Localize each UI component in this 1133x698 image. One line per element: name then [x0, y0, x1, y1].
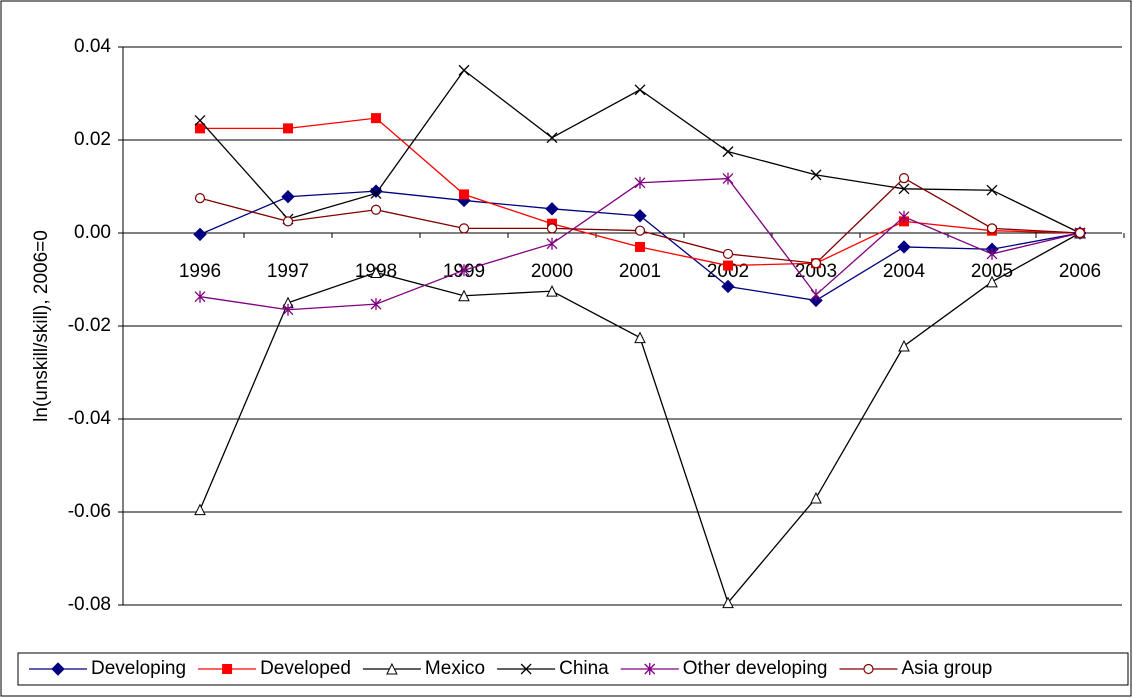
data-marker [282, 303, 294, 316]
data-marker [545, 202, 559, 216]
legend-marker [51, 662, 65, 676]
legend-marker [222, 664, 233, 674]
legend-label: Other developing [683, 658, 828, 679]
legend-label: Developed [260, 658, 351, 679]
y-tick-label: -0.04 [68, 408, 112, 429]
data-marker [634, 331, 646, 344]
data-marker [195, 123, 205, 134]
data-marker [898, 210, 910, 223]
x-tick-label: 2004 [883, 261, 926, 282]
data-marker [458, 223, 470, 234]
data-marker [634, 84, 646, 96]
y-tick-label: -0.02 [68, 315, 111, 336]
data-marker [281, 190, 295, 204]
x-tick-label: 2002 [707, 261, 749, 282]
data-marker [194, 115, 206, 126]
data-marker [633, 209, 647, 223]
data-marker [370, 204, 382, 215]
data-marker [635, 241, 645, 252]
data-marker [986, 275, 998, 288]
data-marker [194, 503, 206, 516]
legend-marker [386, 662, 398, 675]
data-marker [810, 491, 822, 504]
data-marker [1074, 227, 1086, 239]
legend-marker [863, 663, 874, 675]
data-marker [546, 132, 558, 144]
data-marker [810, 258, 822, 269]
data-marker [723, 260, 733, 271]
x-tick-label: 2005 [971, 261, 1013, 282]
data-marker [546, 223, 558, 234]
y-tick-label: -0.08 [68, 594, 111, 615]
data-marker [458, 64, 470, 76]
y-tick-label: 0.02 [74, 129, 111, 150]
y-tick-label: 0.00 [74, 222, 111, 243]
data-marker [282, 216, 294, 227]
data-marker [459, 189, 469, 200]
data-marker [370, 188, 382, 199]
data-marker [986, 223, 998, 234]
x-tick-label: 1996 [179, 261, 221, 282]
data-marker [194, 290, 206, 303]
x-tick-label: 1997 [267, 261, 309, 282]
data-marker [721, 279, 735, 294]
legend-label: Mexico [425, 658, 485, 679]
data-marker [722, 146, 734, 158]
data-marker [898, 339, 910, 352]
data-marker [371, 113, 381, 124]
data-marker [810, 169, 822, 181]
data-marker [283, 123, 293, 134]
data-marker [722, 172, 734, 185]
x-tick-label: 2006 [1059, 261, 1101, 282]
data-marker [370, 266, 382, 279]
data-marker [634, 176, 646, 189]
legend-marker [520, 663, 532, 675]
data-marker [546, 237, 558, 250]
data-marker [722, 248, 734, 260]
data-marker [897, 240, 911, 254]
x-tick-label: 2001 [619, 261, 661, 282]
data-marker [193, 227, 207, 242]
y-tick-label: -0.06 [68, 501, 111, 522]
data-marker [986, 184, 998, 196]
data-marker [634, 225, 646, 236]
data-marker [546, 285, 558, 297]
y-tick-label: 0.04 [74, 36, 111, 57]
y-axis-label: ln(unskill/skill), 2006=0 [31, 230, 52, 422]
data-marker [458, 264, 470, 277]
data-marker [194, 193, 206, 204]
legend-label: Asia group [901, 658, 992, 679]
legend-label: China [559, 658, 609, 679]
legend-marker [644, 663, 656, 675]
data-marker [810, 288, 822, 301]
data-marker [370, 298, 382, 311]
x-tick-label: 2003 [795, 261, 837, 282]
data-marker [898, 183, 910, 195]
data-marker [722, 596, 734, 609]
data-marker [986, 247, 998, 260]
legend-label: Developing [91, 658, 186, 679]
data-marker [898, 173, 910, 184]
x-tick-label: 2000 [531, 261, 573, 282]
data-marker [458, 289, 470, 302]
